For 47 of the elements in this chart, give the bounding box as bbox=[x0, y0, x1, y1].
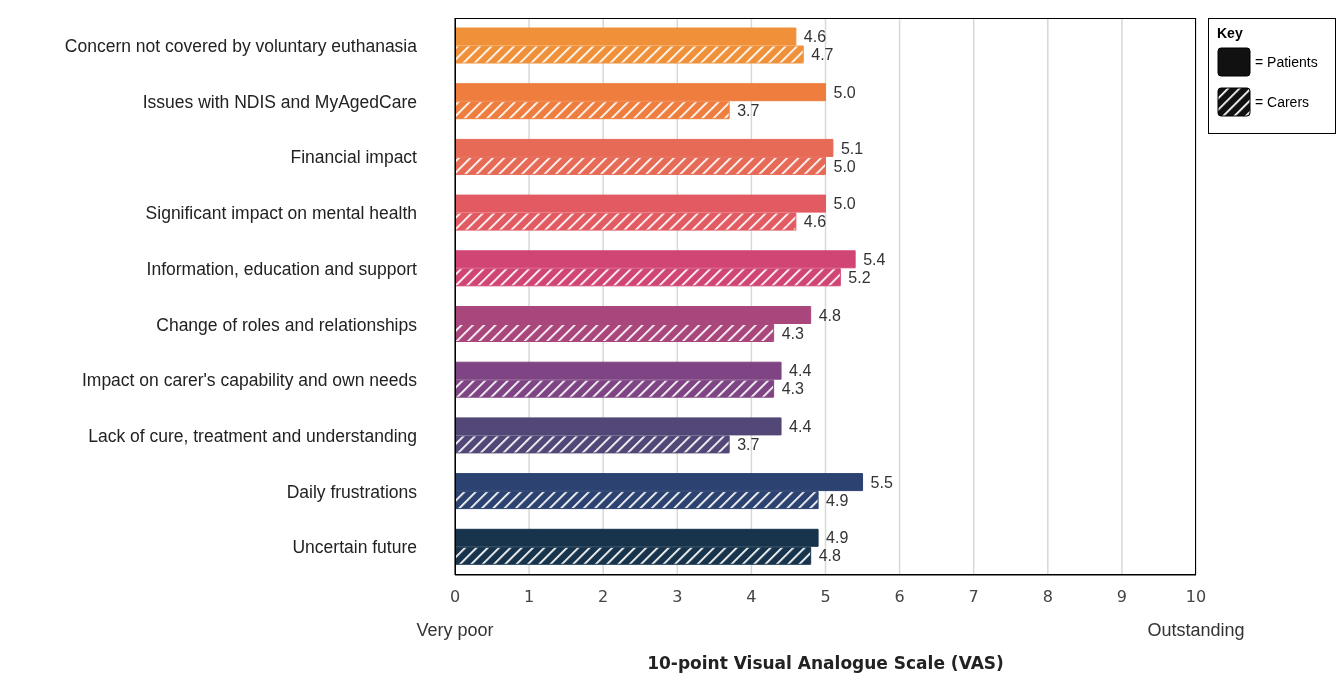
data-label: 5.0 bbox=[833, 195, 856, 213]
data-label: 4.7 bbox=[811, 46, 834, 64]
data-label: 4.8 bbox=[818, 547, 842, 565]
y-tick-label: Uncertain future bbox=[292, 537, 417, 558]
data-label: 5.4 bbox=[863, 250, 886, 268]
data-label: 4.6 bbox=[803, 28, 827, 46]
data-label: 5.0 bbox=[833, 157, 856, 175]
text: Outstanding bbox=[1147, 620, 1245, 641]
x-tick-label: 2 bbox=[598, 587, 609, 607]
y-tick-label: Issues with NDIS and MyAgedCare bbox=[142, 91, 417, 112]
x-tick-label: 3 bbox=[672, 587, 683, 607]
y-tick-label: Lack of cure, treatment and understanding bbox=[88, 425, 417, 446]
legend-title: Key bbox=[1217, 25, 1244, 41]
x-tick-label: 7 bbox=[968, 587, 979, 607]
x-tick-label: 9 bbox=[1116, 587, 1127, 607]
y-tick-label: Impact on carer's capability and own needs bbox=[81, 370, 418, 391]
data-label: 3.7 bbox=[737, 101, 760, 119]
data-label: 5.0 bbox=[833, 83, 856, 101]
y-tick-label: Daily frustrations bbox=[286, 481, 418, 502]
data-label: 4.6 bbox=[803, 213, 827, 231]
x-tick-label: 6 bbox=[894, 587, 905, 607]
y-tick-label: Information, education and support bbox=[146, 258, 418, 279]
x-tick-label: 1 bbox=[524, 587, 535, 607]
x-tick-label: 0 bbox=[449, 587, 461, 607]
data-label: 4.9 bbox=[826, 529, 849, 547]
data-label: 4.3 bbox=[781, 324, 804, 342]
data-label: 4.4 bbox=[789, 362, 812, 380]
data-label: 5.1 bbox=[840, 139, 864, 157]
text: = Carers bbox=[1255, 94, 1310, 110]
y-tick-label: Financial impact bbox=[290, 147, 418, 168]
x-axis-title: 10-point Visual Analogue Scale (VAS) bbox=[646, 653, 1005, 673]
text: = Patients bbox=[1255, 54, 1318, 70]
data-label: 5.2 bbox=[848, 268, 871, 286]
data-label: 4.4 bbox=[789, 418, 812, 435]
x-tick-label: 5 bbox=[820, 587, 831, 607]
data-label: 4.8 bbox=[818, 306, 842, 324]
data-label: 4.9 bbox=[826, 491, 849, 509]
x-tick-label: 10 bbox=[1185, 587, 1207, 607]
y-tick-label: Significant impact on mental health bbox=[145, 203, 417, 224]
y-tick-label: Change of roles and relationships bbox=[156, 314, 418, 335]
text: Very poor bbox=[416, 620, 494, 641]
y-tick-label: Concern not covered by voluntary euthanasia bbox=[64, 36, 418, 57]
data-label: 3.7 bbox=[737, 436, 760, 453]
x-tick-label: 8 bbox=[1042, 587, 1053, 607]
data-label: 4.3 bbox=[781, 380, 804, 398]
x-tick-label: 4 bbox=[746, 587, 757, 607]
data-label: 5.5 bbox=[870, 473, 893, 491]
